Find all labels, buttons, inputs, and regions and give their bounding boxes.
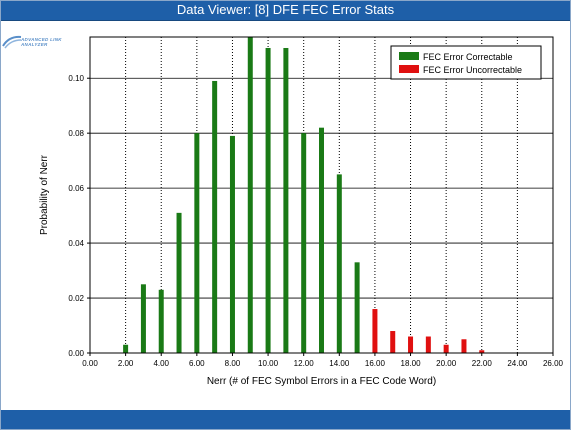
correctable-bar [247, 37, 253, 353]
correctable-bar [123, 344, 129, 353]
correctable-bar [140, 284, 146, 353]
x-tick-label: 6.00 [189, 359, 205, 368]
x-tick-label: 4.00 [153, 359, 169, 368]
uncorrectable-bar [372, 309, 378, 353]
y-tick-label: 0.04 [68, 239, 84, 248]
x-tick-label: 0.00 [82, 359, 98, 368]
legend-box [390, 45, 542, 80]
y-tick-label: 0.06 [68, 184, 84, 193]
y-tick-label: 0.02 [68, 294, 84, 303]
legend-label: FEC Error Correctable [423, 52, 513, 62]
app-logo: ADVANCED LINK ANALYZER [2, 34, 64, 56]
correctable-bar [229, 135, 235, 353]
correctable-bar [176, 212, 182, 353]
x-axis-label: Nerr (# of FEC Symbol Errors in a FEC Co… [207, 376, 436, 387]
correctable-bar [354, 262, 360, 353]
x-tick-label: 20.00 [436, 359, 457, 368]
correctable-bar [194, 133, 200, 353]
x-tick-label: 16.00 [365, 359, 386, 368]
window-title: Data Viewer: [8] DFE FEC Error Stats [176, 2, 395, 17]
x-tick-label: 18.00 [401, 359, 422, 368]
status-bar [0, 410, 571, 430]
correctable-bar [301, 133, 307, 353]
ticks-layer: 0.00 2.00 4.00 6.00 8.00 10.00 12.00 14.00 16.00… [68, 74, 563, 368]
uncorrectable-bar [443, 344, 449, 353]
x-tick-label: 26.00 [543, 359, 564, 368]
uncorrectable-bar [461, 339, 467, 353]
correctable-bar [265, 47, 271, 353]
window-title-bar: Data Viewer: [8] DFE FEC Error Stats [0, 0, 571, 21]
y-axis-label: Probability of Nerr [39, 154, 50, 235]
y-tick-label: 0.10 [68, 74, 84, 83]
uncorrectable-bar [425, 336, 431, 353]
x-tick-label: 8.00 [225, 359, 241, 368]
legend-swatch [399, 65, 419, 73]
correctable-bar [158, 289, 164, 353]
uncorrectable-bar [479, 350, 485, 353]
correctable-bar [319, 127, 324, 354]
plot-frame [89, 36, 554, 354]
correctable-bar [283, 47, 289, 353]
correctable-bar [336, 174, 342, 353]
chart-legend: FEC Error Correctable FEC Error Uncorrect… [390, 45, 542, 80]
x-tick-label: 10.00 [258, 359, 279, 368]
bars-layer [123, 37, 485, 354]
legend-swatch [399, 52, 419, 60]
correctable-bar [212, 80, 218, 354]
uncorrectable-bar [408, 336, 414, 353]
logo-text: ADVANCED LINK ANALYZER [21, 37, 62, 47]
legend-label: FEC Error Uncorrectable [423, 65, 522, 75]
x-tick-label: 22.00 [472, 359, 493, 368]
x-tick-label: 14.00 [329, 359, 350, 368]
fec-error-chart: 0.00 2.00 4.00 6.00 8.00 10.00 12.00 14.00 16.00… [39, 36, 564, 387]
y-tick-label: 0.08 [68, 129, 84, 138]
x-tick-label: 2.00 [118, 359, 134, 368]
y-tick-label: 0.00 [68, 349, 84, 358]
x-tick-label: 12.00 [294, 359, 315, 368]
logo-swoosh-icon [2, 35, 22, 49]
x-tick-label: 24.00 [507, 359, 528, 368]
uncorrectable-bar [390, 331, 396, 353]
